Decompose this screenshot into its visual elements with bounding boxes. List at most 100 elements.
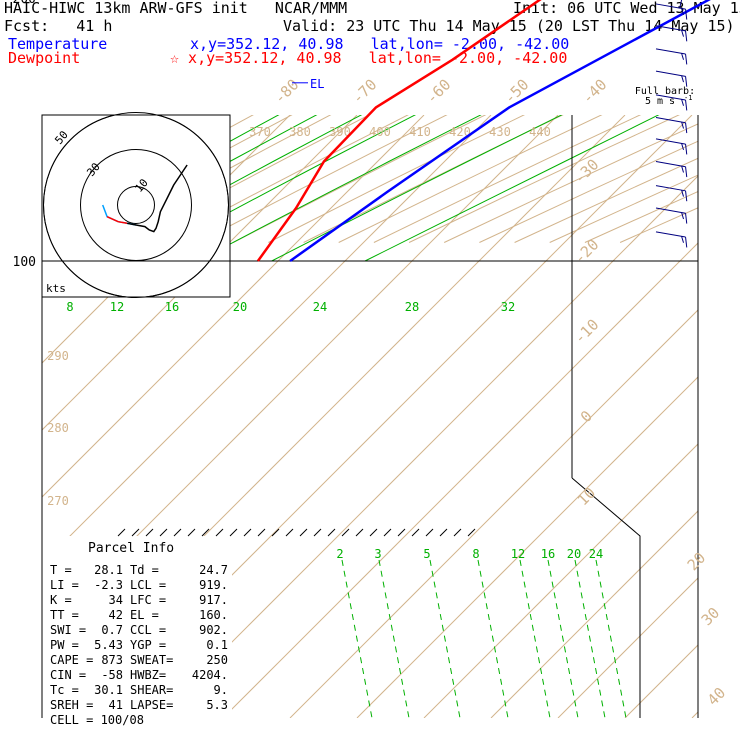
parcel-info-key: LI = xyxy=(50,578,79,592)
parcel-info-key2: SHEAR= xyxy=(130,683,173,697)
wind-barb-flag xyxy=(685,76,688,87)
parcel-info-key: Tc = xyxy=(50,683,79,697)
hatch-mark xyxy=(215,528,224,537)
wind-barb-flag xyxy=(685,122,688,134)
mixing-ratio-label-lower: 8 xyxy=(472,547,479,561)
el-label: EL xyxy=(310,77,324,91)
parcel-info-title: Parcel Info xyxy=(88,541,174,556)
wind-barb-staff xyxy=(655,161,686,168)
temperature-profile xyxy=(289,0,711,263)
pressure-tick-label: 100 xyxy=(13,255,36,270)
isotherm-label: -30 xyxy=(571,156,603,188)
hatch-mark xyxy=(453,528,462,537)
isotherm-line xyxy=(691,711,698,718)
dry-adiabat xyxy=(584,190,698,243)
theta-label-left: 290 xyxy=(47,349,69,363)
hodograph-group xyxy=(43,115,229,297)
hatch-mark xyxy=(355,528,364,537)
dewpoint-profile xyxy=(256,0,542,262)
parcel-info-value: -58 xyxy=(101,668,123,682)
parcel-info-key2: LCL = xyxy=(130,578,166,592)
parcel-info-value: -2.3 xyxy=(94,578,123,592)
parcel-info-value: 28.1 xyxy=(94,563,123,577)
isotherm-label: 30 xyxy=(698,604,724,630)
parcel-info-value: 873 xyxy=(101,653,123,667)
init-time: Init: 06 UTC Wed 13 May 15 xyxy=(513,0,740,17)
wind-barb-flag xyxy=(685,166,688,178)
mixing-ratio-line xyxy=(429,559,461,718)
parcel-info-key: T = xyxy=(50,563,72,577)
parcel-info-key2: LAPSE= xyxy=(130,698,173,712)
barb-legend-line1: Full barb: xyxy=(635,86,695,97)
mixing-ratio-label-lower: 20 xyxy=(567,547,581,561)
dry-adiabat xyxy=(619,207,698,243)
hatch-mark xyxy=(383,528,392,537)
wind-barb-staff xyxy=(655,3,686,10)
hatch-mark xyxy=(285,528,294,537)
hatch-mark xyxy=(369,528,378,537)
wind-barb-flag xyxy=(681,121,684,129)
hodograph-ring xyxy=(117,186,155,224)
hatch-mark xyxy=(341,528,350,537)
wind-barb xyxy=(655,94,688,111)
parcel-info-key: SWI = xyxy=(50,623,86,637)
wind-barb-flag xyxy=(681,8,684,16)
wind-barb-staff xyxy=(655,25,686,32)
wind-barb-flag xyxy=(679,0,683,9)
hatch-mark xyxy=(257,528,266,537)
dewpoint-location: ☆ x,y=352.12, 40.98 lat,lon= -2.00, -42.… xyxy=(170,49,568,67)
wind-barb-staff xyxy=(655,117,686,124)
hatch-mark xyxy=(187,528,196,537)
forecast-hour: Fcst: 41 h xyxy=(4,17,113,35)
hodograph-outer-ring xyxy=(43,115,229,297)
dewpoint-legend-label: Dewpoint xyxy=(8,49,81,67)
parcel-info-value: 5.43 xyxy=(94,638,123,652)
wind-barb-staff xyxy=(655,70,686,77)
theta-label-left: 270 xyxy=(47,494,69,508)
parcel-info-value: 42 xyxy=(109,608,123,622)
isotherm-label: -40 xyxy=(579,76,611,108)
hatch-mark xyxy=(411,528,420,537)
parcel-info-key: SREH = xyxy=(50,698,93,712)
mixing-ratio-line xyxy=(519,559,551,718)
dry-adiabat xyxy=(479,140,698,243)
hatch-mark xyxy=(243,528,252,537)
wind-barb-flag xyxy=(685,236,688,248)
dry-adiabat xyxy=(162,115,409,243)
parcel-info-box xyxy=(42,536,232,718)
parcel-info-value2: 0.1 xyxy=(206,638,228,652)
mixing-ratio-label-lower: 12 xyxy=(511,547,525,561)
wind-barb-staff xyxy=(655,94,686,101)
wind-barb xyxy=(655,185,688,202)
theta-label: 390 xyxy=(329,125,351,139)
parcel-info-key2: Td = xyxy=(130,563,159,577)
isotherm-line xyxy=(490,510,698,718)
plot-skew-border xyxy=(571,477,641,718)
wind-barb-flag xyxy=(685,30,688,42)
hatch-mark xyxy=(467,528,476,537)
parcel-info-value2: 919. xyxy=(199,578,228,592)
hatch-mark xyxy=(145,528,154,537)
isotherm-line xyxy=(557,577,698,718)
theta-label: 370 xyxy=(249,125,271,139)
parcel-info-key2: YGP = xyxy=(130,638,166,652)
wind-barb-flag xyxy=(685,190,688,202)
wind-barb xyxy=(655,70,688,87)
wind-barb-flag xyxy=(685,53,688,65)
wind-barb-flag xyxy=(685,144,688,155)
isotherm-label: 40 xyxy=(704,684,730,710)
hodograph-inset-box xyxy=(41,114,231,298)
parcel-info-key2: CCL = xyxy=(130,623,166,637)
wind-barb-staff xyxy=(655,48,686,55)
isotherm-label: -70 xyxy=(349,76,381,108)
wind-barb-flag xyxy=(685,9,688,20)
wind-barb-flag xyxy=(685,213,688,224)
hatch-mark xyxy=(299,528,308,537)
isotherm-label: -10 xyxy=(571,316,603,348)
wind-barb xyxy=(655,25,688,42)
wind-barb-flag xyxy=(681,165,684,173)
wind-barb xyxy=(655,231,688,248)
theta-label: 410 xyxy=(409,125,431,139)
wind-barb-staff xyxy=(655,231,686,238)
